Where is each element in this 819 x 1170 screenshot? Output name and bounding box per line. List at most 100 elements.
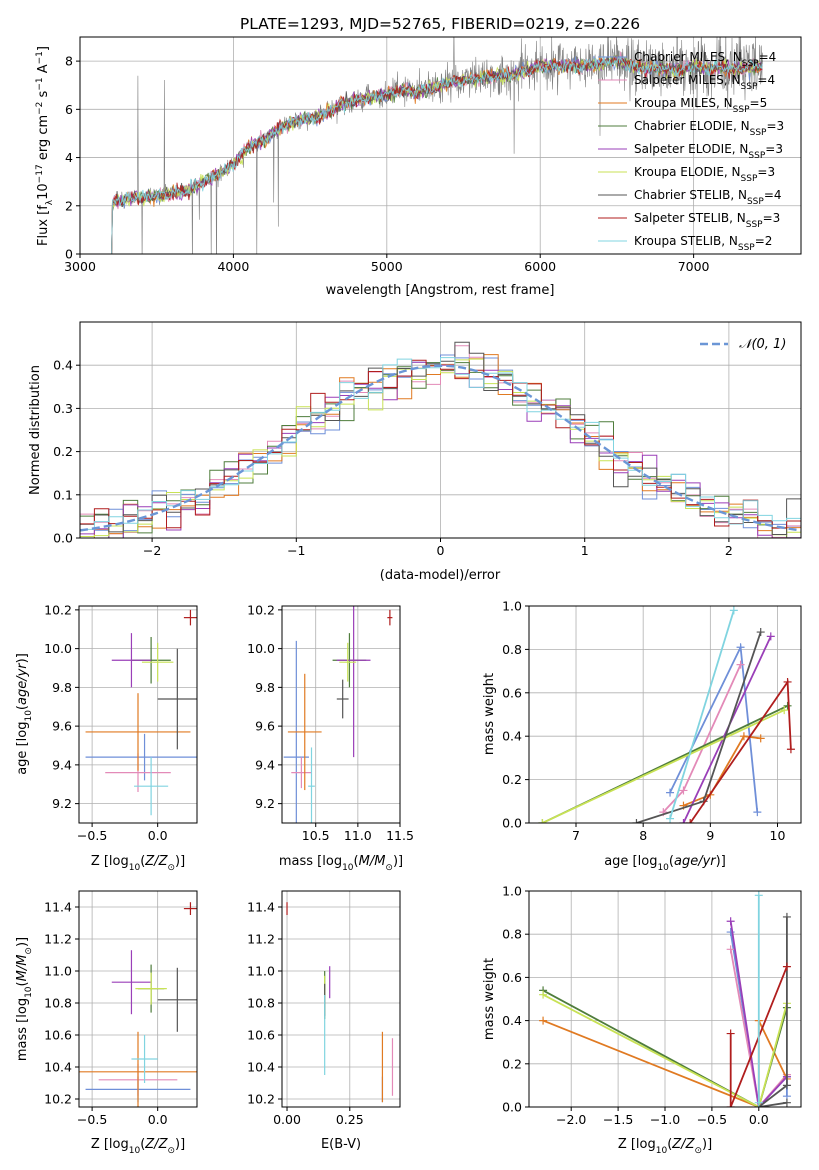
errorbar-kroupa-stelib — [308, 747, 315, 823]
residuals-xtick-label: 1 — [581, 543, 589, 558]
spectrum-ytick-label: 0 — [65, 247, 73, 262]
spectrum-title: PLATE=1293, MJD=52765, FIBERID=0219, z=0… — [240, 15, 640, 33]
weight-z-ytick-label: 0.8 — [502, 927, 522, 942]
age-mass-ytick-label: 9.6 — [255, 719, 275, 734]
weight-z-ytick-label: 0.0 — [502, 1100, 522, 1115]
weight-series-chabrier-stelib — [632, 628, 765, 823]
age-mass-ytick-label: 10.0 — [247, 641, 275, 656]
mass-ebv-xlabel: E(B-V) — [321, 1137, 361, 1152]
mass-z-xlabel: Z [log10(Z/Z⊙)] — [91, 1137, 185, 1156]
weight-z-xtick-label: −0.5 — [697, 1112, 727, 1127]
age-z-xtick-label: −0.5 — [77, 828, 107, 843]
age-mass-xtick-label: 11.5 — [386, 828, 414, 843]
weight-age-ytick-label: 0.6 — [502, 685, 522, 700]
mass-ebv-ytick-label: 11.0 — [247, 964, 275, 979]
mass-ebv-frame — [281, 890, 401, 1108]
mass-ebv-grid — [282, 891, 400, 1107]
age-z-xlabel: Z [log10(Z/Z⊙)] — [91, 854, 185, 873]
weight-age-grid — [529, 605, 801, 824]
age-z-ytick-label: 9.6 — [52, 719, 72, 734]
weight-age-ytick-label: 0.0 — [502, 816, 522, 831]
weight-line — [729, 949, 788, 1107]
legend-entry: Salpeter ELODIE, NSSP=3 — [634, 142, 783, 161]
weight-age-ytick-label: 1.0 — [502, 599, 522, 614]
weight-marker — [726, 928, 735, 937]
errorbar-chabrier-stelib — [157, 967, 197, 1032]
spectrum-xlabel: wavelength [Angstrom, rest frame] — [326, 283, 555, 298]
residuals-ytick-label: 0.3 — [53, 401, 73, 416]
mass-z-ytick-label: 11.2 — [44, 932, 72, 947]
age-mass-ytick-label: 9.2 — [255, 796, 275, 811]
mass-z-frame — [78, 890, 198, 1108]
weight-marker — [783, 701, 792, 710]
errorbar-kroupa-elodie — [141, 642, 174, 682]
age-mass-axes: 10.5 11.0 11.5 9.2 9.4 9.6 9.8 10.0 10.2 — [247, 602, 414, 843]
mass-z-xtick-label: 0.0 — [148, 1112, 168, 1127]
mass-ebv-ytick-label: 10.4 — [247, 1060, 275, 1075]
age-z-ytick-label: 9.4 — [52, 757, 72, 772]
spectrum-frame — [79, 36, 802, 255]
mass-z-plot — [79, 902, 197, 1107]
age-z-ylabel: age [log10(age/yr)] — [15, 653, 34, 775]
weight-marker — [756, 628, 765, 637]
spectrum-ytick-label: 8 — [65, 54, 73, 69]
residuals-ytick-label: 0.1 — [53, 487, 73, 502]
weight-marker — [726, 1029, 735, 1038]
mass-z-ytick-label: 10.6 — [44, 1028, 72, 1043]
weight-age-xtick-label: 9 — [706, 828, 714, 843]
weight-age-ylabel: mass weight — [482, 673, 497, 755]
weight-z-xtick-label: −1.0 — [650, 1112, 680, 1127]
mass-z-ylabel: mass [log10(M/M⊙)] — [15, 937, 34, 1061]
errorbar-salpeter-stelib — [387, 609, 393, 626]
weight-age-ytick-label: 0.2 — [502, 772, 522, 787]
weight-z-grid — [529, 890, 801, 1108]
weight-line — [669, 610, 735, 819]
errorbar-kroupa-stelib — [134, 757, 169, 816]
spectrum-xtick-label: 4000 — [217, 259, 249, 274]
mass-z-xtick-label: −0.5 — [77, 1112, 107, 1127]
normal-distribution-curve — [80, 364, 801, 532]
legend-entry: Chabrier STELIB, NSSP=4 — [634, 188, 782, 207]
weight-age-plot — [538, 606, 795, 823]
age-z-plot — [85, 609, 197, 816]
weight-marker — [782, 962, 791, 971]
weight-marker — [666, 814, 675, 823]
weight-age-xtick-label: 10 — [770, 828, 786, 843]
mass-z-ytick-label: 11.0 — [44, 964, 72, 979]
errorbar-kroupa-stelib — [131, 1035, 158, 1083]
errorbar-kroupa-miles — [79, 1031, 197, 1107]
weight-marker — [538, 819, 547, 823]
age-mass-ytick-label: 10.2 — [247, 602, 275, 617]
normal-legend-label: 𝒩(0, 1) — [739, 337, 786, 352]
errorbar-chabrier-miles — [85, 733, 197, 781]
errorbar-kroupa-elodie — [135, 972, 167, 1005]
mass-z-ytick-label: 10.2 — [44, 1092, 72, 1107]
weight-z-ytick-label: 1.0 — [502, 884, 522, 899]
errorbar-salpeter-elodie — [111, 633, 152, 688]
age-mass-xtick-label: 11.0 — [344, 828, 372, 843]
spectrum-ytick-label: 2 — [65, 198, 73, 213]
weight-marker — [686, 819, 695, 823]
errorbar-chabrier-stelib — [157, 648, 197, 750]
legend-entry: Salpeter STELIB, NSSP=3 — [634, 211, 780, 230]
mass-ebv-ytick-label: 10.2 — [247, 1092, 275, 1107]
weight-z-xlabel: Z [log10(Z/Z⊙)] — [618, 1137, 712, 1156]
weight-marker — [753, 808, 762, 817]
weight-z-plot — [539, 891, 791, 1107]
weight-line — [662, 664, 742, 813]
model-spectrum-kroupa-stelib — [110, 56, 763, 254]
weight-line — [729, 921, 788, 1107]
weight-marker — [679, 819, 688, 823]
weight-marker — [754, 891, 763, 900]
weight-z-axes: −2.0 −1.5 −1.0 −0.5 0.0 0.0 0.2 0.4 0.6 0.8 1.0 — [502, 884, 802, 1127]
spectrum-xtick-label: 7000 — [678, 259, 710, 274]
age-mass-xtick-label: 10.5 — [302, 828, 330, 843]
weight-marker — [539, 990, 548, 999]
errorbar-salpeter-elodie — [336, 606, 371, 758]
age-z-ytick-label: 9.8 — [52, 680, 72, 695]
age-mass-ytick-label: 9.8 — [255, 680, 275, 695]
spectrum-axes: 3000 4000 5000 6000 7000 0 2 4 6 8 Chabrier MILES,… — [64, 36, 802, 274]
weight-z-ytick-label: 0.2 — [502, 1056, 522, 1071]
residuals-ytick-label: 0.2 — [53, 444, 73, 459]
age-z-ytick-label: 10.2 — [44, 602, 72, 617]
